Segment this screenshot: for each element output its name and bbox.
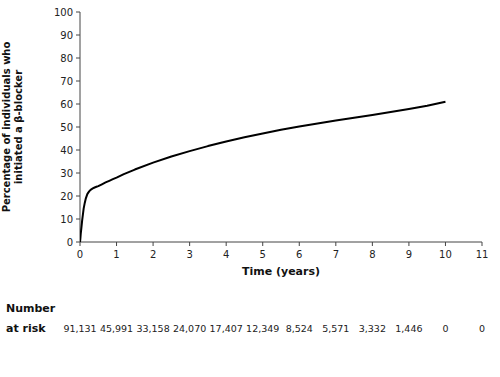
x-tick	[189, 242, 190, 246]
x-tick	[116, 242, 117, 246]
at-risk-value: 91,131	[63, 323, 96, 334]
y-tick	[76, 150, 80, 151]
y-tick	[76, 242, 80, 243]
y-tick	[76, 173, 80, 174]
x-tick	[262, 242, 263, 246]
y-tick	[76, 12, 80, 13]
y-axis-label-line: Percentage of individuals who	[1, 42, 12, 213]
y-axis-label-line: initiated a β-blocker	[13, 70, 24, 184]
at-risk-value: 5,571	[322, 323, 349, 334]
x-tick-label: 4	[223, 249, 229, 260]
y-tick	[76, 127, 80, 128]
y-tick	[76, 219, 80, 220]
line	[80, 102, 445, 242]
at-risk-title: at risk	[6, 322, 46, 335]
y-tick-label: 50	[60, 122, 73, 133]
at-risk-value: 24,070	[173, 323, 206, 334]
at-risk-title: Number	[6, 302, 56, 315]
x-tick	[372, 242, 373, 246]
x-tick	[482, 242, 483, 246]
y-tick-label: 80	[60, 53, 73, 64]
x-tick	[80, 242, 81, 246]
y-tick	[76, 35, 80, 36]
x-tick-label: 10	[439, 249, 452, 260]
y-tick-label: 70	[60, 76, 73, 87]
x-tick-label: 2	[150, 249, 156, 260]
y-tick	[76, 81, 80, 82]
y-tick	[76, 58, 80, 59]
y-tick-label: 60	[60, 99, 73, 110]
y-tick-label: 100	[54, 7, 73, 18]
at-risk-value: 0	[479, 323, 485, 334]
x-tick-label: 11	[476, 249, 489, 260]
y-tick-label: 90	[60, 30, 73, 41]
x-tick-label: 0	[77, 249, 83, 260]
at-risk-value: 17,407	[210, 323, 243, 334]
y-tick-label: 0	[67, 237, 73, 248]
x-tick-label: 5	[260, 249, 266, 260]
plot-area	[80, 102, 445, 242]
at-risk-value: 8,524	[286, 323, 313, 334]
y-tick-label: 10	[60, 214, 73, 225]
x-tick-label: 8	[369, 249, 375, 260]
x-tick-label: 1	[113, 249, 119, 260]
at-risk-value: 3,332	[359, 323, 386, 334]
chart: 0 10 20 30 40 50 60 70 80 90 100 0 1 2 3 4 5 6 7 8 9 10 11 Time…	[0, 0, 500, 377]
y-tick	[76, 196, 80, 197]
at-risk-value: 1,446	[395, 323, 422, 334]
x-tick-label: 9	[406, 249, 412, 260]
x-axis-label: Time (years)	[242, 265, 320, 278]
x-tick-label: 3	[186, 249, 192, 260]
y-tick-label: 40	[60, 145, 73, 156]
y-tick-label: 20	[60, 191, 73, 202]
y-axis	[80, 12, 81, 242]
x-tick	[445, 242, 446, 246]
at-risk-value: 0	[442, 323, 448, 334]
x-tick-label: 6	[296, 249, 302, 260]
at-risk-value: 33,158	[136, 323, 169, 334]
y-tick	[76, 104, 80, 105]
y-axis-label: Percentage of individuals whoinitiated a…	[1, 42, 24, 213]
y-tick-label: 30	[60, 168, 73, 179]
x-tick-label: 7	[333, 249, 339, 260]
x-tick	[335, 242, 336, 246]
x-tick	[408, 242, 409, 246]
at-risk-value: 45,991	[100, 323, 133, 334]
x-axis	[80, 242, 482, 243]
at-risk-value: 12,349	[246, 323, 279, 334]
x-tick	[299, 242, 300, 246]
x-tick	[226, 242, 227, 246]
x-tick	[153, 242, 154, 246]
